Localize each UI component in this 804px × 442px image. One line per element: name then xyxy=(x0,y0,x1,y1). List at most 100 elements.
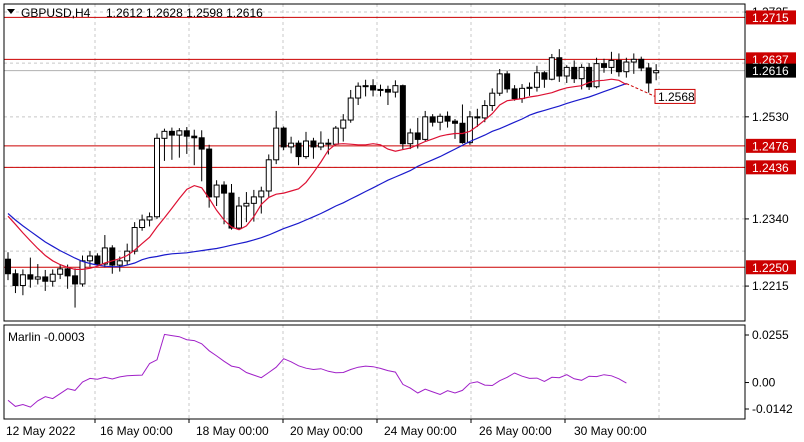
bear-candle-body xyxy=(414,132,421,140)
bull-candle-body xyxy=(213,184,220,198)
candle xyxy=(206,144,213,208)
candle xyxy=(198,130,205,182)
current-price-tag xyxy=(746,63,796,78)
candle xyxy=(481,100,488,123)
candle xyxy=(556,49,563,82)
price-axis-label: 1.2530 xyxy=(752,110,789,124)
candle xyxy=(407,128,414,150)
bull-candle-body xyxy=(273,127,280,161)
bull-candle-body xyxy=(347,97,354,121)
bull-candle-body xyxy=(57,268,64,275)
candle xyxy=(317,131,324,151)
candle xyxy=(370,79,377,97)
bear-candle-body xyxy=(94,255,101,265)
indicator-window-frame xyxy=(3,324,746,420)
candle xyxy=(355,82,362,106)
level-price-tags: 1.2715 1.2637 1.2476 1.2436 1.2250 1.2616 xyxy=(746,10,796,275)
candle xyxy=(288,136,295,154)
bull-candle-body xyxy=(489,92,496,107)
candle xyxy=(466,110,473,145)
chart-menu-triangle-icon[interactable] xyxy=(7,9,15,14)
bull-candle-body xyxy=(377,88,384,91)
candle xyxy=(593,57,600,89)
candle xyxy=(429,114,436,127)
ma-callout-box xyxy=(654,88,696,104)
candle xyxy=(310,137,317,159)
candle xyxy=(280,126,287,151)
candle xyxy=(399,84,406,150)
bear-candle-body xyxy=(504,73,511,90)
candle xyxy=(474,108,481,128)
bull-candle-body xyxy=(519,87,526,100)
bear-candle-body xyxy=(399,85,406,145)
candle xyxy=(653,64,660,81)
bear-candle-body xyxy=(325,142,332,145)
bull-candle-body xyxy=(481,105,488,119)
candle xyxy=(384,85,391,106)
bull-candle-body xyxy=(392,85,399,93)
level-price-tag xyxy=(746,10,796,25)
candle xyxy=(332,125,339,146)
bear-candle-body xyxy=(645,67,652,84)
bear-candle-body xyxy=(384,88,391,93)
bull-candle-body xyxy=(563,66,570,77)
candles-layer xyxy=(5,49,660,308)
candle xyxy=(101,235,108,268)
bull-candle-body xyxy=(332,127,339,145)
candle xyxy=(571,60,578,83)
level-price-tag-label: 1.2436 xyxy=(752,161,789,175)
bear-candle-body xyxy=(280,127,287,148)
candle xyxy=(452,118,458,139)
bull-candle-body xyxy=(250,196,257,204)
chart-symbol-label: GBPUSD,H4 xyxy=(21,6,91,20)
level-price-tag xyxy=(746,160,796,175)
candle xyxy=(42,269,49,291)
candle xyxy=(414,117,421,149)
level-price-tag xyxy=(746,260,796,275)
bull-candle-body xyxy=(101,247,108,265)
horizontal-levels xyxy=(4,16,745,268)
candle xyxy=(94,253,101,266)
candle xyxy=(146,212,153,227)
bear-candle-body xyxy=(310,140,317,148)
candle xyxy=(422,110,429,142)
fast-moving-average-line xyxy=(7,78,627,270)
candle xyxy=(533,65,540,92)
indicator-label: Marlin -0.0003 xyxy=(8,330,85,344)
bear-candle-body xyxy=(638,58,645,69)
bear-candle-body xyxy=(452,120,458,124)
indicator-axis-label: -0.0142 xyxy=(752,402,793,416)
bull-candle-body xyxy=(235,205,242,229)
bull-candle-body xyxy=(593,63,600,88)
candle xyxy=(392,80,399,98)
candle xyxy=(168,127,175,160)
candle xyxy=(243,192,250,223)
bull-candle-body xyxy=(288,142,295,148)
bear-candle-body xyxy=(5,258,11,275)
candle xyxy=(623,57,630,78)
candle xyxy=(183,127,190,154)
indicator-axis-label: 0.00 xyxy=(752,376,776,390)
bull-candle-body xyxy=(243,202,250,207)
indicator-grid xyxy=(94,325,660,419)
bull-candle-body xyxy=(176,130,183,136)
candle xyxy=(519,84,526,103)
bull-candle-body xyxy=(49,273,56,282)
bull-candle-body xyxy=(362,85,369,88)
candle xyxy=(638,56,645,72)
candle xyxy=(645,63,652,93)
ohlc-values: 1.2612 1.2628 1.2598 1.2616 xyxy=(106,6,263,20)
candle xyxy=(444,111,451,128)
candle xyxy=(221,181,228,225)
marlin-indicator-line xyxy=(7,333,627,408)
candle xyxy=(504,71,511,93)
candle xyxy=(325,138,332,155)
level-price-tag-label: 1.2250 xyxy=(752,261,789,275)
bear-candle-body xyxy=(221,184,228,194)
candle xyxy=(5,252,11,281)
main-window-frame xyxy=(3,3,746,322)
time-axis-label: 26 May 00:00 xyxy=(479,424,552,438)
bull-candle-body xyxy=(533,72,540,88)
bull-candle-body xyxy=(79,260,86,285)
